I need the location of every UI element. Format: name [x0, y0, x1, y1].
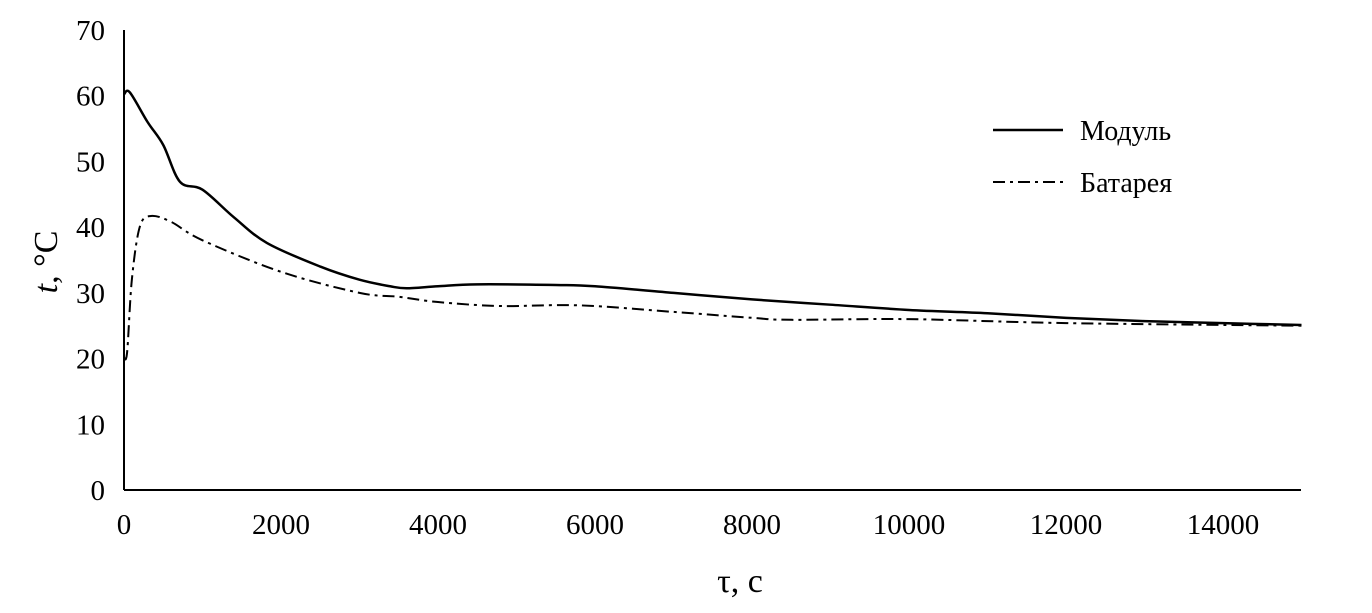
y-axis-label-unit: , °C — [28, 231, 65, 284]
axes — [123, 30, 1301, 491]
series-line-battery — [123, 214, 1302, 361]
y-axis-label: t, °C — [28, 231, 65, 294]
y-tick-labels: 0 10 20 30 40 50 60 70 — [76, 15, 105, 507]
y-tick-label: 20 — [76, 344, 105, 376]
x-tick-label: 0 — [117, 509, 132, 541]
x-tick-label: 6000 — [566, 509, 624, 541]
x-tick-labels: 0 2000 4000 6000 8000 10000 12000 14000 — [117, 509, 1260, 541]
x-tick-label: 12000 — [1030, 509, 1103, 541]
y-axis-label-var: t — [28, 282, 65, 293]
y-tick-label: 50 — [76, 146, 105, 178]
legend: Модуль Батарея — [993, 116, 1172, 199]
y-tick-label: 10 — [76, 409, 105, 441]
x-tick-label: 10000 — [873, 509, 946, 541]
y-tick-label: 0 — [91, 475, 106, 507]
y-tick-label: 60 — [76, 81, 105, 113]
x-axis-label: τ, с — [717, 563, 763, 600]
x-tick-label: 4000 — [409, 509, 467, 541]
series-lines — [123, 89, 1302, 361]
legend-label-module: Модуль — [1080, 116, 1171, 147]
legend-label-battery: Батарея — [1080, 168, 1172, 199]
x-tick-label: 2000 — [252, 509, 310, 541]
y-tick-label: 40 — [76, 212, 105, 244]
x-tick-label: 8000 — [723, 509, 781, 541]
y-tick-label: 30 — [76, 278, 105, 310]
x-tick-label: 14000 — [1187, 509, 1260, 541]
series-line-module — [123, 89, 1302, 327]
y-tick-label: 70 — [76, 15, 105, 47]
